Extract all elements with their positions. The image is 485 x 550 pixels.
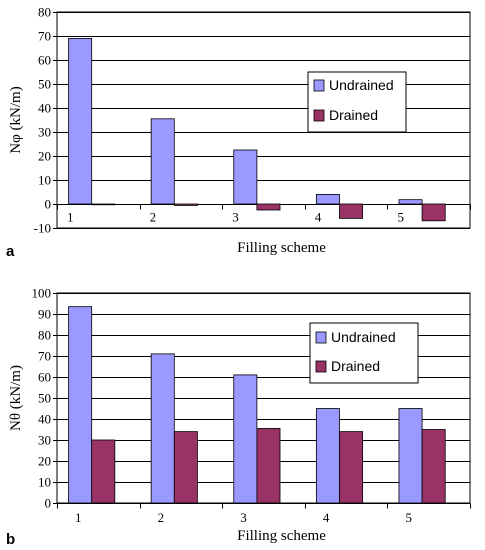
x-axis-label: Filling scheme [237,528,326,544]
x-tick-label: 2 [158,510,165,525]
y-tick-label: 80 [38,5,51,20]
bar-undrained-3 [233,374,258,504]
bar-drained-2 [173,203,198,206]
y-tick-label: 30 [38,125,51,140]
x-tick-label: 5 [405,510,412,525]
bar-drained-2 [173,431,198,504]
bar-drained-1 [91,439,116,504]
x-tick-label: 1 [75,510,82,525]
x-tick-label: 1 [67,210,74,225]
bar-undrained-4 [315,408,340,504]
legend-swatch-drained [313,109,325,122]
y-tick-label: 70 [38,349,51,364]
bar-drained-4 [339,203,364,219]
x-tick-label: 5 [397,210,404,225]
x-tick-label: 4 [315,210,322,225]
legend-label-undrained: Undrained [329,77,394,93]
y-tick-label: 10 [38,173,51,188]
y-tick-label: 70 [38,29,51,44]
y-tick-label: 50 [38,391,51,406]
y-tick-label: 60 [38,370,51,385]
bar-drained-4 [339,431,364,504]
bar-undrained-2 [150,118,175,205]
bar-drained-3 [256,203,281,211]
panel-letter: b [6,531,15,548]
bar-drained-5 [421,429,446,504]
bar-drained-1 [91,203,116,206]
y-tick-label: 0 [45,496,52,511]
y-tick-label: 0 [45,197,52,212]
y-tick-label: 50 [38,77,51,92]
y-tick-label: -10 [34,221,51,236]
panel-letter: a [6,243,15,260]
y-axis-label: Nθ (kN/m) [8,365,24,431]
bar-undrained-1 [68,306,93,504]
legend-label-drained: Drained [329,107,378,123]
plot-area [56,11,471,229]
bar-undrained-4 [315,193,340,205]
legend-swatch-undrained [315,331,327,344]
bar-drained-5 [421,203,446,222]
y-tick-label: 90 [38,307,51,322]
y-tick-label: 100 [32,286,52,301]
bar-undrained-3 [233,149,258,205]
x-tick-label: 3 [232,210,239,225]
legend-swatch-undrained [313,79,325,92]
y-tick-label: 30 [38,433,51,448]
bar-undrained-1 [68,38,93,205]
y-tick-label: 60 [38,53,51,68]
y-tick-label: 40 [38,412,51,427]
x-tick-label: 3 [240,510,247,525]
y-tick-label: 20 [38,149,51,164]
bar-undrained-5 [398,408,423,504]
legend-label-undrained: Undrained [331,329,396,345]
y-tick-label: 10 [38,475,51,490]
bar-drained-3 [256,428,281,504]
x-tick-label: 2 [150,210,157,225]
x-axis-label: Filling scheme [237,240,326,256]
bar-undrained-5 [398,199,423,205]
y-axis-label: Nφ (kN/m) [8,86,24,153]
legend-label-drained: Drained [331,358,380,374]
legend-swatch-drained [315,360,327,373]
y-tick-label: 20 [38,454,51,469]
y-tick-label: 40 [38,101,51,116]
legend-box [309,322,419,384]
y-tick-label: 80 [38,328,51,343]
bar-undrained-2 [150,353,175,504]
x-tick-label: 4 [323,510,330,525]
